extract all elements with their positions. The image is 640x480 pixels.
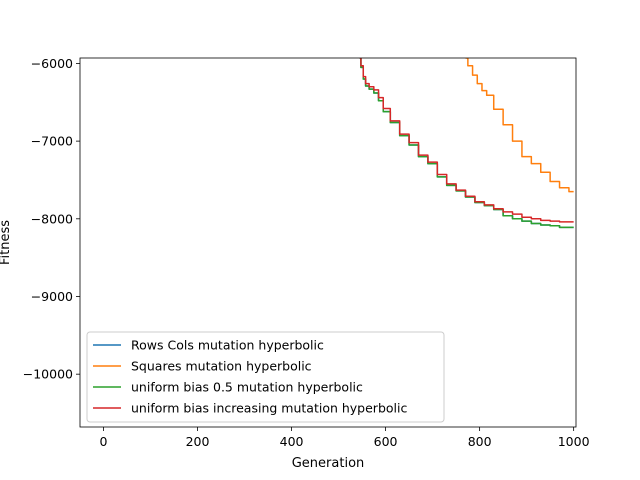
y-axis-label: Fitness (0, 220, 13, 265)
y-tick-label: −6000 (31, 56, 73, 71)
legend: Rows Cols mutation hyperbolic Squares mut… (86, 331, 445, 423)
x-axis-label: Generation (292, 456, 365, 471)
series-group (359, 58, 574, 229)
x-tick-label: 200 (186, 434, 210, 449)
y-tick-label: −8000 (31, 211, 73, 226)
plot-area-frame (79, 57, 577, 428)
y-tick-label: −9000 (31, 289, 73, 304)
x-tick-label: 800 (468, 434, 492, 449)
x-tick-label: 1000 (558, 434, 590, 449)
series-line-3 (359, 58, 574, 229)
legend-box (86, 331, 445, 423)
legend-label: Rows Cols mutation hyperbolic (131, 338, 324, 353)
x-tick-label: 400 (280, 434, 304, 449)
legend-label: Squares mutation hyperbolic (131, 359, 312, 374)
x-tick-group: 0 200 400 600 800 1000 (100, 427, 590, 449)
legend-label: uniform bias increasing mutation hyperbo… (131, 401, 407, 416)
legend-label: uniform bias 0.5 mutation hyperbolic (131, 380, 363, 395)
series-line-4 (359, 58, 574, 223)
x-tick-label: 600 (374, 434, 398, 449)
y-tick-group: −10000 −9000 −8000 −7000 −6000 (23, 56, 80, 382)
x-tick-label: 0 (100, 434, 108, 449)
series-line-2 (465, 58, 574, 193)
y-tick-label: −10000 (23, 367, 73, 382)
y-tick-label: −7000 (31, 134, 73, 149)
series-line-1 (359, 58, 574, 229)
